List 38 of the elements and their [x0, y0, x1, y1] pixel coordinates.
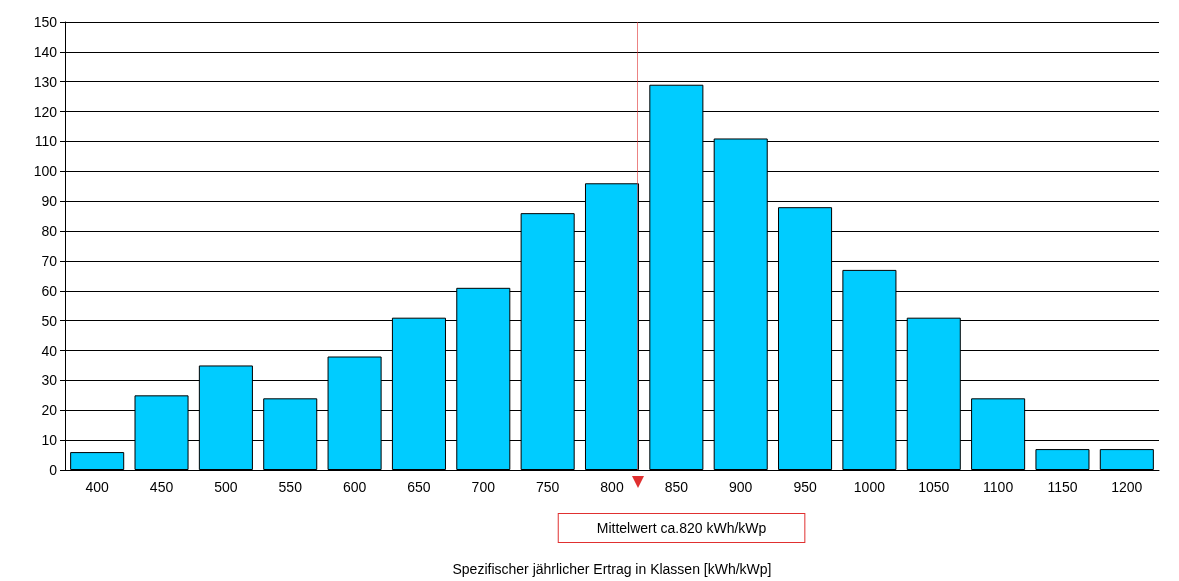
y-tick-label: 140 — [33, 43, 58, 60]
x-tick-label: 500 — [214, 479, 238, 495]
x-tick-label: 850 — [664, 479, 689, 495]
bar — [70, 452, 125, 470]
y-tick-label: 100 — [33, 163, 58, 180]
text: Mittelwert ca.820 kWh/kWp — [596, 520, 767, 536]
y-tick-label: 30 — [41, 372, 58, 389]
x-tick-label: 400 — [85, 479, 110, 495]
bar — [1099, 449, 1154, 470]
x-tick-label: 900 — [729, 479, 753, 495]
x-tick-label: 1150 — [1047, 479, 1078, 495]
x-tick-label: 450 — [149, 479, 174, 495]
y-tick-label: 60 — [41, 282, 58, 299]
x-tick-label: 950 — [793, 479, 817, 495]
x-axis-title: Spezifischer jährlicher Ertrag in Klassen [kWh/kWp] — [452, 561, 772, 577]
x-tick-label: 600 — [342, 479, 367, 495]
x-tick-label: 1200 — [1111, 479, 1143, 495]
bar — [1035, 449, 1090, 470]
x-tick-label: 700 — [471, 479, 496, 495]
y-tick-label: 0 — [49, 462, 58, 478]
y-tick-label: 40 — [41, 342, 58, 359]
y-tick-label: 110 — [34, 133, 58, 150]
x-tick-label: 750 — [535, 479, 560, 495]
y-tick-label: 130 — [33, 73, 58, 90]
x-tick-label: 550 — [278, 479, 303, 495]
y-tick-label: 70 — [41, 252, 58, 269]
x-tick-label: 800 — [600, 479, 624, 495]
x-tick-label: 650 — [407, 479, 431, 495]
y-tick-label: 90 — [41, 193, 58, 210]
x-tick-label: 1050 — [918, 479, 950, 495]
y-tick-label: 20 — [41, 402, 58, 419]
y-tick-label: 10 — [41, 432, 58, 449]
x-tick-label: 1000 — [853, 479, 886, 495]
y-tick-label: 150 — [33, 14, 58, 30]
y-tick-label: 120 — [33, 103, 58, 120]
y-tick-label: 80 — [41, 223, 58, 240]
x-tick-label: 1100 — [983, 479, 1014, 495]
y-tick-label: 50 — [41, 312, 58, 329]
